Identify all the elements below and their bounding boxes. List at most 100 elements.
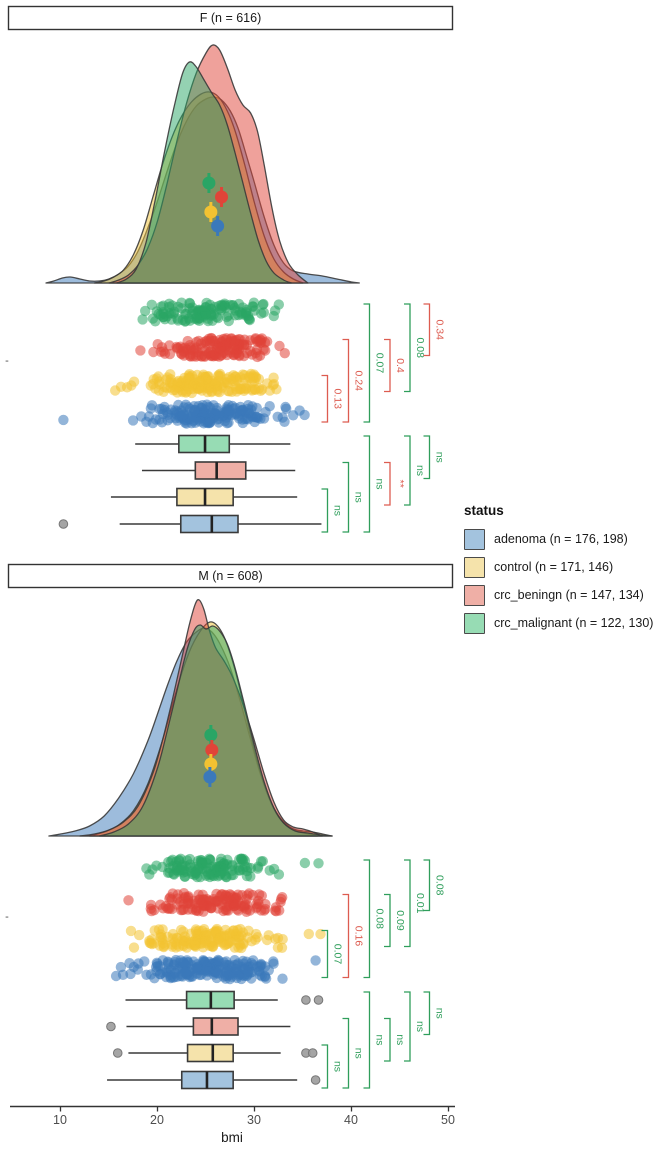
jitter-point: [166, 903, 178, 915]
box: [179, 514, 239, 534]
jitter-point: [128, 942, 140, 953]
jitter-point: [315, 928, 326, 940]
jitter-point: [141, 969, 152, 980]
jitter-point: [268, 310, 279, 322]
legend-entry-crc-beningn: crc_beningn (n = 147, 134): [464, 581, 653, 609]
y-axis-tick-label-f: -: [5, 355, 9, 367]
significance-bracket: [423, 859, 431, 912]
jitter-point: [155, 899, 166, 910]
jitter-point: [157, 408, 169, 420]
x-tick-30: 30: [247, 1113, 261, 1127]
x-axis: [10, 1105, 455, 1112]
mean-points-f: [202, 173, 229, 236]
significance-bracket: [404, 859, 411, 948]
jitter-point: [161, 374, 172, 385]
significance-bracket: [423, 435, 431, 480]
box: [194, 461, 247, 480]
jitter-point: [177, 956, 189, 968]
mean-dot-control: [204, 205, 218, 219]
jitter-point: [178, 409, 189, 420]
jitter-point: [253, 889, 265, 900]
jitter-point: [150, 316, 161, 327]
jitter-point: [176, 297, 187, 308]
jitter-point: [172, 387, 183, 398]
jitter-point: [262, 378, 273, 389]
significance-bracket: [384, 893, 391, 948]
boxplot-layer-m: [106, 990, 324, 1090]
jitter-point: [184, 297, 195, 309]
mean-dot-crc_beningn: [215, 190, 229, 204]
boxplot-layer-f: [58, 434, 322, 534]
significance-label: 0.08: [414, 338, 426, 359]
jitter-point: [274, 340, 285, 352]
jitter-point: [163, 856, 174, 868]
significance-bracket: [423, 303, 431, 357]
jitter-point: [164, 893, 175, 904]
x-tick-20: 20: [150, 1113, 164, 1127]
jitter-point: [279, 348, 290, 359]
boxplot-crc_malignant: [125, 990, 324, 1010]
jitter-row-adenoma: [110, 954, 321, 985]
jitter-point: [163, 959, 174, 970]
jitter-point: [161, 971, 172, 983]
jitter-point: [313, 858, 324, 869]
jitter-row-crc_malignant: [141, 853, 324, 883]
jitter-row-crc_malignant: [137, 297, 284, 327]
significance-label: ns: [353, 492, 365, 503]
jitter-point: [137, 314, 148, 325]
jitter-point: [244, 372, 255, 383]
significance-label: 0.08: [374, 909, 386, 930]
jitter-point: [147, 378, 159, 390]
significance-bracket: [363, 991, 371, 1089]
jitter-point: [146, 299, 157, 310]
jitter-point: [272, 411, 283, 422]
jitter-point: [189, 404, 200, 416]
jitter-point: [270, 906, 282, 917]
jitter-row-control: [110, 368, 282, 399]
boxplot-adenoma: [107, 1070, 321, 1090]
jitter-point: [123, 895, 134, 906]
jitter-point: [260, 899, 271, 910]
jitter-point: [149, 925, 160, 936]
density-layer-f: [45, 44, 360, 284]
jitter-point: [260, 406, 271, 418]
legend-label-crc-malignant: crc_malignant (n = 122, 130): [494, 616, 654, 630]
jitter-point: [148, 346, 159, 358]
jitter-point: [223, 407, 234, 418]
significance-bracket: [363, 859, 371, 979]
jitter-row-adenoma: [58, 399, 310, 429]
jitter-point: [228, 925, 239, 936]
significance-bracket: [404, 435, 411, 506]
jitter-point: [252, 351, 263, 363]
jitter-point: [223, 310, 234, 321]
jitter-point: [173, 375, 184, 387]
jitter-point: [229, 302, 240, 314]
jitter-point: [238, 339, 250, 350]
jitter-point: [204, 871, 215, 883]
jitter-point: [310, 955, 321, 966]
jitter-point: [253, 861, 264, 872]
jitter-point: [125, 925, 137, 937]
jitter-point: [230, 899, 241, 911]
jitter-point: [192, 855, 204, 867]
boxplot-crc_beningn: [106, 1017, 291, 1036]
boxplot-control: [110, 487, 298, 507]
jitter-point: [251, 901, 263, 913]
jitter-point: [210, 378, 221, 390]
significance-label: 0.4: [394, 358, 406, 373]
legend-label-adenoma: adenoma (n = 176, 198): [494, 532, 628, 546]
x-tick-10: 10: [53, 1113, 67, 1127]
significance-bracket: [342, 1017, 350, 1089]
boxplot-outlier: [301, 995, 311, 1005]
boxplot-outlier: [58, 519, 69, 529]
mean-dot-adenoma: [211, 219, 225, 233]
jitter-point: [179, 967, 190, 978]
jitter-point: [191, 342, 202, 353]
jitter-point: [288, 410, 299, 421]
jitter-point: [242, 966, 254, 977]
density-layer-m: [48, 598, 333, 837]
significance-bracket: [423, 991, 431, 1036]
jitter-point: [173, 399, 184, 411]
